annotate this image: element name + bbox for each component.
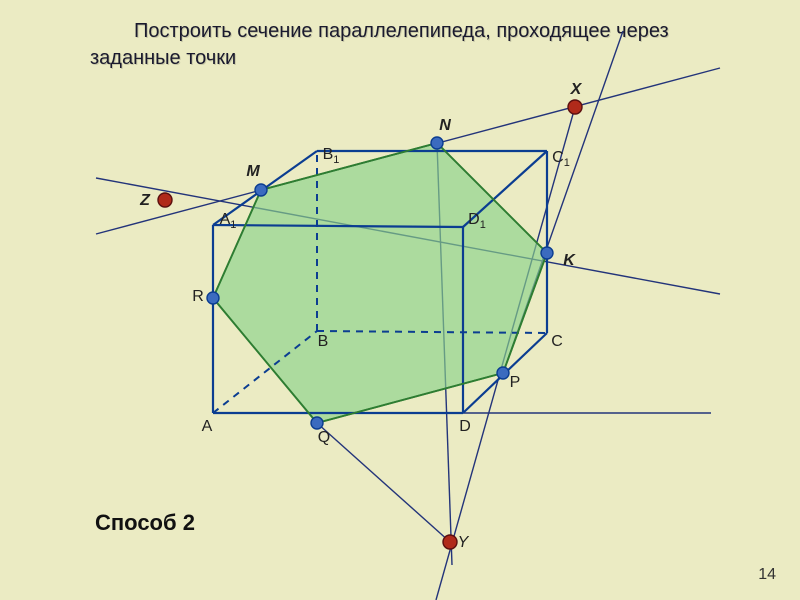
vertex-label-a1: A1 [220, 211, 237, 231]
vertex-label-z: Z [140, 192, 150, 210]
vertex-label-p: P [510, 374, 521, 392]
vertex-label-n: N [439, 117, 451, 135]
vertex-label-b: B [318, 333, 329, 351]
vertex-label-b1: B1 [323, 146, 340, 166]
diagram-stage: Построить сечение параллелепипеда, прохо… [0, 0, 800, 600]
vertex-label-x: X [571, 81, 582, 99]
slide-number: 14 [758, 566, 776, 584]
vertex-label-k: K [563, 252, 575, 270]
vertex-label-m: M [246, 163, 259, 181]
vertex-label-c1: C1 [552, 149, 570, 169]
vertex-label-y: Y [458, 534, 469, 552]
vertex-label-d1: D1 [468, 211, 486, 231]
vertex-label-r: R [192, 288, 204, 306]
vertex-label-d: D [459, 418, 471, 436]
vertex-label-c: C [551, 333, 563, 351]
vertex-label-a: A [202, 418, 213, 436]
vertex-label-q: Q [318, 429, 330, 447]
method-label: Способ 2 [95, 510, 195, 536]
